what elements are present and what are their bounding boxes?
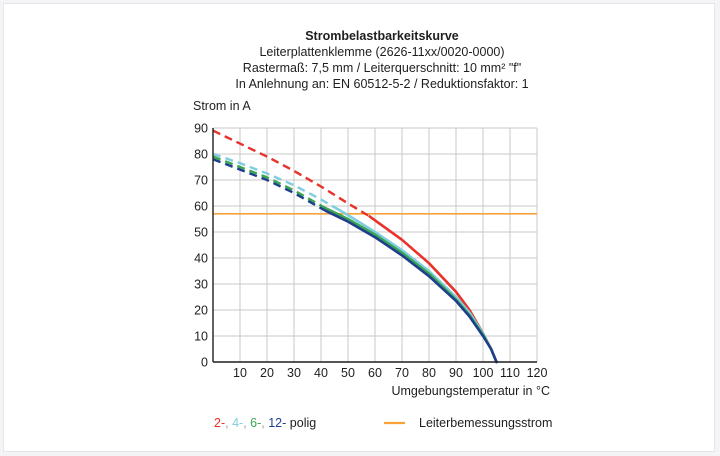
series-line-2-pol [368, 215, 498, 364]
y-tick-label-40: 40 [194, 252, 208, 266]
legend-poles-part-4: 6- [250, 416, 261, 430]
x-tick-label-20: 20 [260, 366, 274, 380]
legend-poles-part-1: , [225, 416, 232, 430]
chart-subtitle-3: In Anlehnung an: EN 60512-5-2 / Reduktio… [235, 77, 528, 91]
legend-poles-part-7: polig [286, 416, 316, 430]
y-tick-label-10: 10 [194, 330, 208, 344]
chart-subtitle-2: Rastermaß: 7,5 mm / Leiterquerschnitt: 1… [243, 61, 521, 75]
chart-subtitle-1: Leiterplattenklemme (2626-11xx/0020-0000… [259, 45, 504, 59]
x-tick-label-110: 110 [500, 366, 520, 380]
series-line-12-pol [325, 209, 498, 364]
x-tick-label-80: 80 [422, 366, 436, 380]
axes [212, 128, 537, 363]
x-tick-label-70: 70 [395, 366, 409, 380]
x-tick-label-90: 90 [449, 366, 463, 380]
y-tick-label-20: 20 [194, 304, 208, 318]
tick-labels: 10 20 30 40 50 60 70 80 90 100 110 120 0 10 20 30 40 50 60… [194, 122, 547, 381]
legend-poles-part-2: 4- [232, 416, 243, 430]
y-axis-label: Strom in A [193, 99, 251, 113]
y-tick-label-30: 30 [194, 278, 208, 292]
y-tick-label-50: 50 [194, 226, 208, 240]
series-line-12-pol-dashed [212, 158, 327, 213]
y-tick-label-60: 60 [194, 200, 208, 214]
series-line-4-pol [333, 206, 498, 364]
y-tick-label-70: 70 [194, 174, 208, 188]
y-tick-label-90: 90 [194, 122, 208, 136]
x-axis-label: Umgebungstemperatur in °C [391, 384, 550, 398]
y-tick-label-0: 0 [201, 356, 208, 370]
x-tick-label-50: 50 [341, 366, 355, 380]
x-tick-label-10: 10 [233, 366, 247, 380]
legend-poles-part-6: 12- [268, 416, 286, 430]
chart-title: Strombelastbarkeitskurve [305, 29, 459, 43]
x-tick-label-40: 40 [314, 366, 328, 380]
series-line-6-pol-dashed [212, 155, 327, 210]
series-group [212, 129, 498, 364]
x-tick-label-120: 120 [527, 366, 548, 380]
series-line-2-pol-dashed [212, 129, 371, 218]
legend-poles-part-5: , [261, 416, 268, 430]
y-tick-label-80: 80 [194, 148, 208, 162]
legend-rated-current-label: Leiterbemessungsstrom [419, 416, 552, 430]
x-tick-label-60: 60 [368, 366, 382, 380]
x-tick-label-100: 100 [473, 366, 494, 380]
legend-poles-label: 2-, 4-, 6-, 12- polig [214, 416, 316, 430]
legend-poles-part-0: 2- [214, 416, 225, 430]
grid [213, 127, 538, 362]
legend-poles-part-3: , [243, 416, 250, 430]
series-line-4-pol-dashed [212, 152, 336, 209]
x-tick-label-30: 30 [287, 366, 301, 380]
